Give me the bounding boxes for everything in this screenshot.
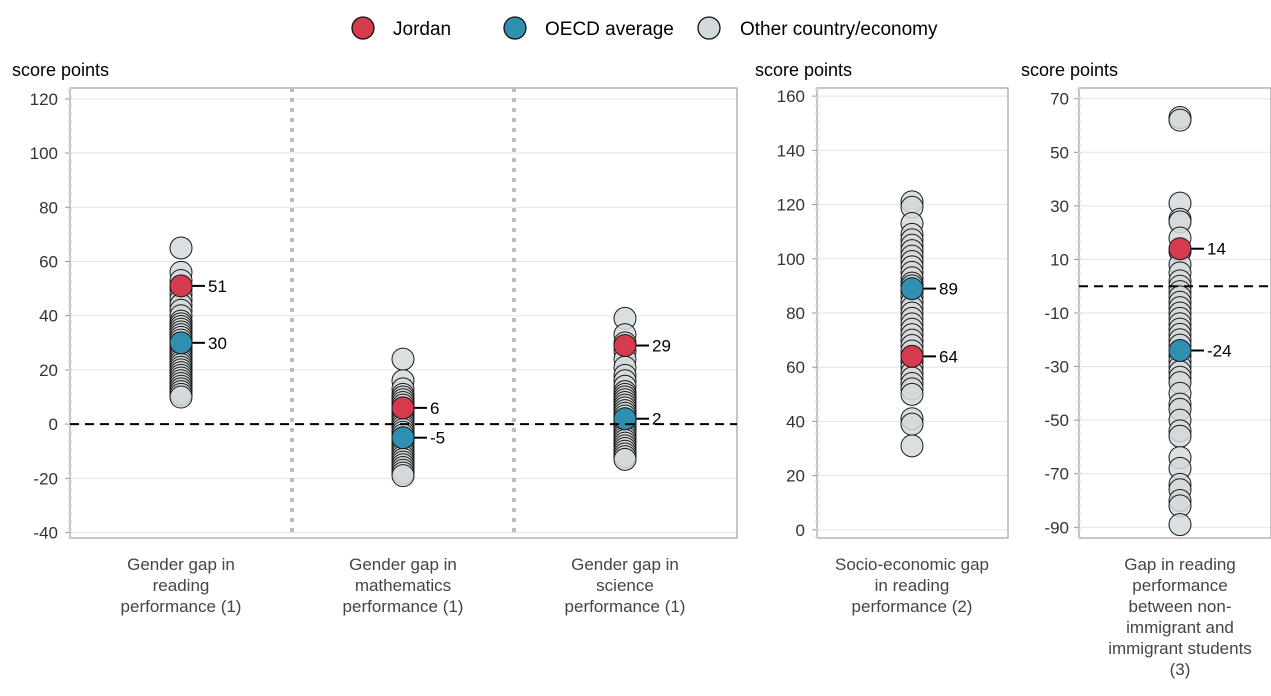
category-label: performance (1) <box>343 597 464 616</box>
y-tick-label: 120 <box>777 196 805 215</box>
y-tick-label: -10 <box>1044 304 1069 323</box>
y-tick-label: 100 <box>30 144 58 163</box>
y-tick-label: 60 <box>786 358 805 377</box>
panel-1: 120 100 80 60 40 20 0 -20 -40 score points Gender … <box>12 60 738 616</box>
y-tick-label: 40 <box>39 307 58 326</box>
data-label-oecd: 2 <box>652 410 661 429</box>
legend-label-3: Other country/economy <box>740 19 938 40</box>
category-label: Gap in reading <box>1124 555 1236 574</box>
category-label: in reading <box>875 576 950 595</box>
y-tick-label: 20 <box>39 361 58 380</box>
y-tick-label: 80 <box>786 304 805 323</box>
data-point-jordan <box>613 334 637 358</box>
y-tick-label: -40 <box>33 524 58 543</box>
y-axis-title: score points <box>755 60 852 80</box>
category-label: Gender gap in <box>571 555 679 574</box>
data-point-jordan <box>391 396 415 420</box>
y-tick-label: 10 <box>1050 250 1069 269</box>
data-label-oecd: -5 <box>430 429 445 448</box>
data-point-jordan <box>169 274 193 298</box>
category-label: mathematics <box>355 576 451 595</box>
legend-label-1: Jordan <box>393 19 451 40</box>
data-point-other <box>1168 108 1192 132</box>
y-tick-label: 0 <box>796 521 805 540</box>
y-tick-label: 80 <box>39 198 58 217</box>
y-tick-label: 30 <box>1050 197 1069 216</box>
data-label-jordan: 51 <box>208 277 227 296</box>
legend-marker-2 <box>503 16 527 40</box>
data-label-oecd: -24 <box>1207 342 1232 361</box>
y-tick-label: 60 <box>39 252 58 271</box>
data-point-other <box>900 382 924 406</box>
y-tick-label: -70 <box>1044 465 1069 484</box>
category-label: immigrant students <box>1108 639 1252 658</box>
y-tick-label: 120 <box>30 90 58 109</box>
panel-2: 160 140 120 100 80 60 40 20 0 score points Socio-e… <box>755 60 1009 616</box>
y-tick-label: 160 <box>777 87 805 106</box>
data-point-other <box>1168 424 1192 448</box>
data-point-other <box>1168 513 1192 537</box>
y-tick-label: 50 <box>1050 143 1069 162</box>
y-tick-label: 20 <box>786 467 805 486</box>
data-point-oecd <box>391 426 415 450</box>
data-label-oecd: 30 <box>208 334 227 353</box>
data-point-other <box>391 464 415 488</box>
category-label: immigrant and <box>1126 618 1234 637</box>
y-tick-label: -50 <box>1044 411 1069 430</box>
y-axis-title: score points <box>12 60 109 80</box>
y-tick-label: -20 <box>33 469 58 488</box>
legend-label-2: OECD average <box>545 19 674 40</box>
y-tick-label: -30 <box>1044 358 1069 377</box>
legend: Jordan OECD average Other country/economy <box>351 16 938 40</box>
y-axis-title: score points <box>1021 60 1118 80</box>
data-point-other <box>900 412 924 436</box>
data-point-other <box>391 347 415 371</box>
panel-3: 70 50 30 10 -10 -30 -50 -70 -90 score points Gap i… <box>1021 60 1271 679</box>
data-point-oecd <box>613 407 637 431</box>
data-point-oecd <box>900 277 924 301</box>
legend-marker-3 <box>697 16 721 40</box>
data-point-jordan <box>900 344 924 368</box>
y-tick-label: 70 <box>1050 90 1069 109</box>
y-tick-label: -90 <box>1044 518 1069 537</box>
y-tick-label: 40 <box>786 412 805 431</box>
category-label: Socio-economic gap <box>835 555 989 574</box>
data-point-oecd <box>1168 339 1192 362</box>
category-label: science <box>596 576 654 595</box>
category-label: Gender gap in <box>349 555 457 574</box>
y-tick-label: 100 <box>777 250 805 269</box>
data-point-other <box>613 447 637 471</box>
data-point-other <box>900 434 924 458</box>
category-label: reading <box>153 576 210 595</box>
y-tick-label: 140 <box>777 141 805 160</box>
data-label-jordan: 6 <box>430 399 439 418</box>
data-label-jordan: 64 <box>939 347 958 366</box>
category-label: performance <box>1132 576 1227 595</box>
data-point-other <box>169 385 193 409</box>
data-point-oecd <box>169 331 193 355</box>
category-label: performance (1) <box>121 597 242 616</box>
category-label: Gender gap in <box>127 555 235 574</box>
category-label: (3) <box>1170 660 1191 679</box>
y-tick-label: 0 <box>49 415 58 434</box>
category-label: between non- <box>1128 597 1231 616</box>
data-point-other <box>169 236 193 260</box>
data-label-oecd: 89 <box>939 280 958 299</box>
legend-marker-1 <box>351 16 375 40</box>
data-label-jordan: 29 <box>652 337 671 356</box>
category-label: performance (2) <box>852 597 973 616</box>
category-label: performance (1) <box>565 597 686 616</box>
data-point-jordan <box>1168 237 1192 261</box>
data-label-jordan: 14 <box>1207 240 1226 259</box>
